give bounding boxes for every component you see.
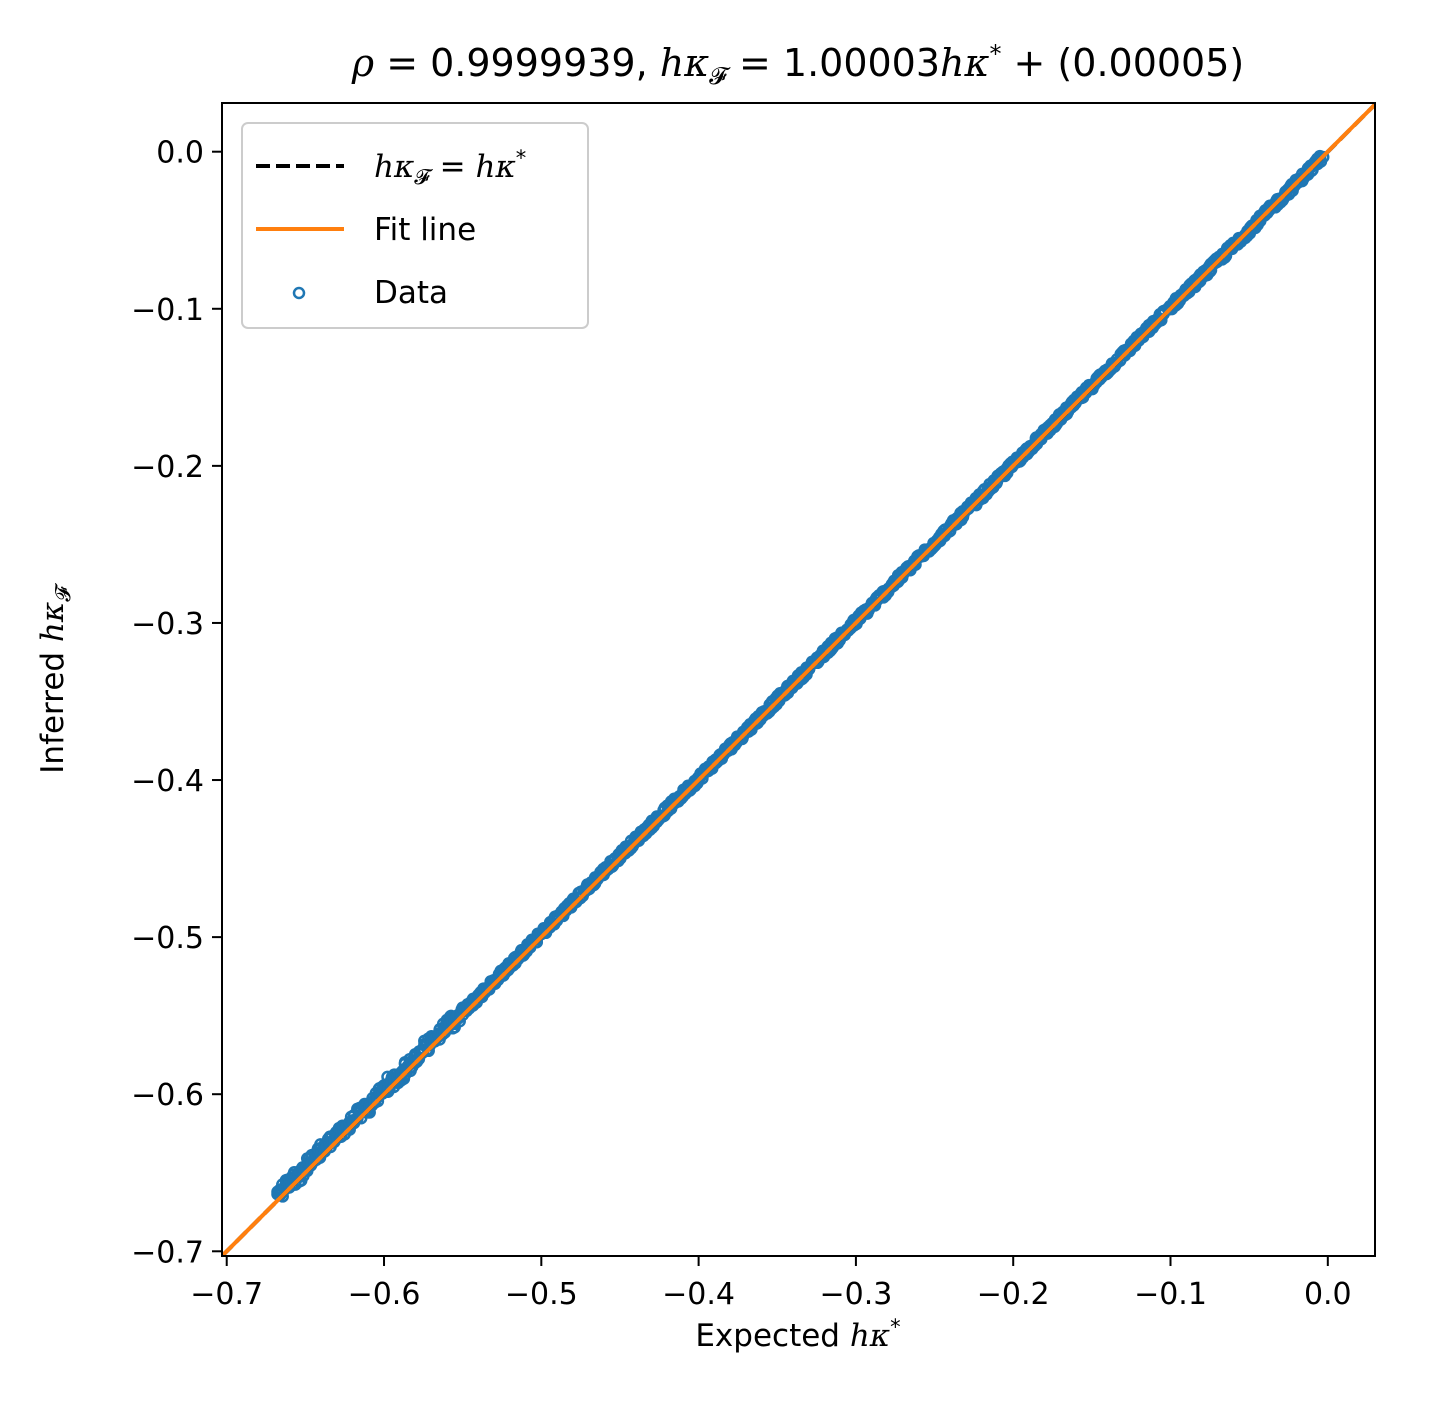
title-correlation: = 0.9999939, <box>374 41 660 85</box>
y-tick-label: −0.2 <box>131 450 204 485</box>
x-axis-label: Expected hκ* <box>695 1315 900 1354</box>
y-tick-label: −0.6 <box>131 1078 204 1113</box>
x-tick-label: −0.7 <box>190 1277 263 1312</box>
x-tick-label: −0.2 <box>977 1277 1050 1312</box>
x-tick-label: −0.1 <box>1134 1277 1207 1312</box>
legend-data-label: Data <box>374 275 448 311</box>
y-tick-label: −0.3 <box>131 607 204 642</box>
y-tick-label: −0.1 <box>131 293 204 328</box>
legend-identity-lhs: hκ <box>374 149 414 185</box>
chart-title: ρ = 0.9999939, hκ𝓕 = 1.00003hκ* + (0.000… <box>351 40 1244 90</box>
y-axis-ticks: 0.0 −0.1 −0.2 −0.3 −0.4 −0.5 −0.6 −0.7 <box>131 136 222 1270</box>
y-axis-label: Inferred hκ𝓕 <box>35 583 75 774</box>
title-rhs: hκ <box>940 41 989 85</box>
legend-identity-eq: = <box>430 149 476 185</box>
x-axis-ticks: −0.7 −0.6 −0.5 −0.4 −0.3 −0.2 −0.1 0.0 <box>190 1256 1352 1312</box>
legend-fit-label: Fit line <box>374 212 476 248</box>
y-axis-label-math: hκ <box>35 602 71 642</box>
title-slope: = 1.00003 <box>727 41 940 85</box>
x-axis-label-math: hκ <box>850 1318 890 1354</box>
legend: hκ𝓕 = hκ* Fit line Data <box>241 122 589 329</box>
legend-identity-sub: 𝓕 <box>414 165 433 189</box>
legend-box <box>241 122 589 329</box>
y-axis-label-text: Inferred <box>35 642 71 774</box>
title-rho: ρ <box>351 41 375 85</box>
title-lhs-sub: 𝓕 <box>709 62 731 90</box>
x-tick-label: −0.4 <box>662 1277 735 1312</box>
x-tick-label: −0.6 <box>348 1277 421 1312</box>
title-lhs: hκ <box>660 41 709 85</box>
x-axis-label-text: Expected <box>695 1318 850 1354</box>
x-tick-label: −0.3 <box>819 1277 892 1312</box>
plot-content <box>222 103 1375 1256</box>
x-tick-label: 0.0 <box>1304 1277 1352 1312</box>
legend-data-swatch <box>292 286 306 300</box>
x-axis-label-sup: * <box>890 1315 901 1339</box>
y-tick-label: −0.7 <box>131 1235 204 1270</box>
data-point <box>1316 150 1330 164</box>
axes-frame <box>221 102 1376 1257</box>
legend-identity-rhs: hκ <box>475 149 515 185</box>
y-tick-label: 0.0 <box>156 136 204 171</box>
title-rhs-sup: * <box>989 40 1001 68</box>
x-tick-label: −0.5 <box>505 1277 578 1312</box>
fit-line <box>222 103 1375 1256</box>
y-tick-label: −0.5 <box>131 921 204 956</box>
legend-identity-label: hκ𝓕 = hκ* <box>374 146 526 189</box>
legend-identity-sup: * <box>516 146 527 170</box>
y-tick-label: −0.4 <box>131 764 204 799</box>
y-axis-label-sub: 𝓕 <box>51 583 75 602</box>
title-intercept: + (0.00005) <box>1001 41 1244 85</box>
